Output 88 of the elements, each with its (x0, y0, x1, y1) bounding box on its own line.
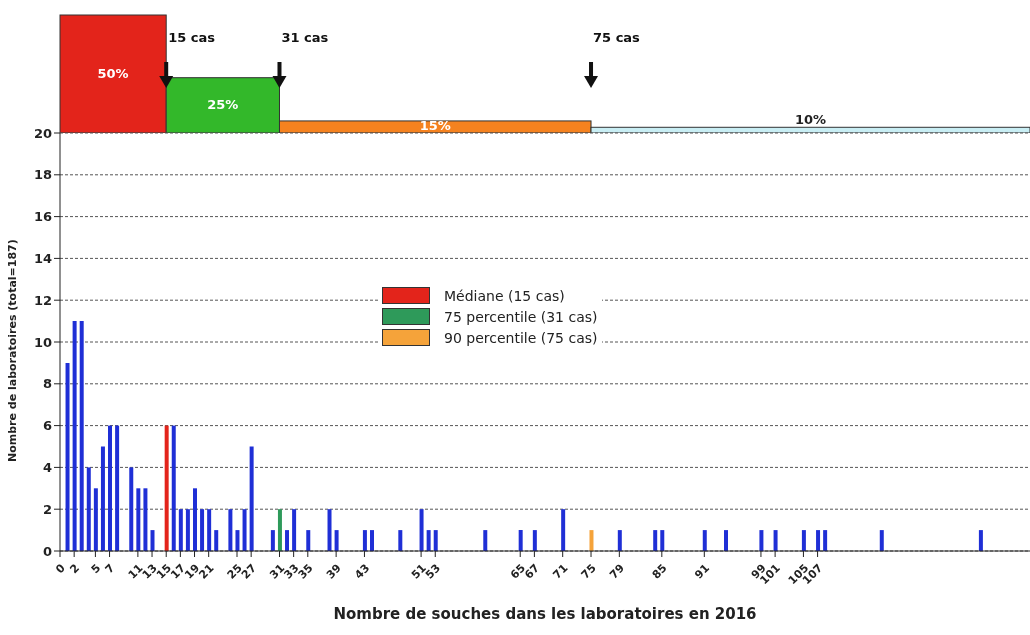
bar (65, 362, 70, 551)
bar (164, 425, 169, 551)
bar (702, 530, 707, 551)
bar (143, 488, 148, 551)
bar (86, 467, 91, 551)
x-tick-label: 75 (578, 561, 599, 582)
x-tick-label: 0 (53, 561, 69, 577)
bar (285, 530, 290, 551)
y-tick-label: 16 (33, 209, 52, 225)
bar (214, 530, 219, 551)
bar (192, 488, 197, 551)
text: 15 cas (168, 30, 216, 45)
data-label: 10% (794, 112, 827, 128)
bar (108, 425, 113, 551)
bar (327, 509, 332, 551)
bar (660, 530, 665, 551)
bar (150, 530, 155, 551)
bar (561, 509, 566, 551)
bar (419, 509, 424, 551)
x-tick-label: 43 (352, 561, 373, 582)
text: 31 cas (281, 30, 329, 45)
bar (334, 530, 339, 551)
bar (816, 530, 821, 551)
bar (369, 530, 374, 551)
y-tick-label: 8 (42, 376, 52, 392)
bar (129, 467, 134, 551)
y-tick-label: 14 (33, 251, 52, 267)
bar (178, 509, 183, 551)
data-label: 50% (97, 65, 129, 81)
bar (773, 530, 778, 551)
bar (759, 530, 764, 551)
bar (100, 446, 105, 551)
bar (242, 509, 247, 551)
y-tick-label: 10 (33, 334, 52, 350)
y-tick-label: 2 (42, 501, 52, 517)
bar (306, 530, 311, 551)
y-tick-label: 6 (42, 418, 52, 434)
bar (171, 425, 176, 551)
bar (228, 509, 233, 551)
bar (801, 530, 806, 551)
bar (249, 446, 254, 551)
x-tick-label: 39 (323, 561, 344, 582)
x-tick-label: 7 (102, 561, 118, 577)
bar (398, 530, 403, 551)
bar (362, 530, 367, 551)
bar (589, 530, 594, 551)
bar (72, 321, 77, 551)
legend-label: 90 percentile (75 cas) (444, 329, 598, 346)
bar (724, 530, 729, 551)
x-axis-title: Nombre de souches dans les laboratoires en 2016 (333, 605, 757, 623)
bar (518, 530, 523, 551)
bar (200, 509, 205, 551)
y-tick-label: 0 (42, 543, 52, 559)
bar (277, 509, 282, 551)
bar (270, 530, 275, 551)
x-tick-label: 71 (550, 561, 571, 582)
bar (617, 530, 622, 551)
bar (426, 530, 431, 551)
data-label: 15% (419, 117, 451, 133)
x-tick-label: 85 (649, 561, 670, 582)
bar (483, 530, 488, 551)
data-label: 25% (207, 96, 239, 112)
bar (532, 530, 537, 551)
bar (207, 509, 212, 551)
legend-label: Médiane (15 cas) (444, 287, 565, 304)
y-tick-label: 4 (42, 460, 52, 476)
bar (823, 530, 828, 551)
bar (185, 509, 190, 551)
bar (115, 425, 120, 551)
bar (978, 530, 983, 551)
legend-label: 75 percentile (31 cas) (444, 308, 598, 325)
x-tick-label: 2 (67, 561, 82, 577)
bar (653, 530, 658, 551)
y-tick-label: 12 (33, 292, 52, 308)
bar (79, 321, 84, 551)
y-axis-title: Nombre de laboratoires (total=187) (5, 239, 19, 462)
x-tick-label: 5 (88, 561, 104, 577)
x-tick-label: 79 (607, 561, 628, 582)
bar (235, 530, 240, 551)
bar (879, 530, 884, 551)
text: 75 cas (593, 30, 641, 45)
y-tick-label: 18 (33, 167, 52, 183)
bar (93, 488, 98, 551)
bar (433, 530, 438, 551)
bar (292, 509, 297, 551)
y-tick-label: 20 (33, 125, 52, 141)
bar (136, 488, 141, 551)
x-tick-label: 91 (692, 561, 713, 582)
